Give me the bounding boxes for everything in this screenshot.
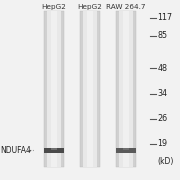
Text: HepG2: HepG2 — [78, 4, 102, 10]
Bar — [44, 11, 64, 167]
Text: 48: 48 — [158, 64, 168, 73]
Text: RAW 264.7: RAW 264.7 — [106, 4, 146, 10]
Bar — [116, 148, 136, 153]
Bar — [87, 11, 93, 167]
Bar — [116, 11, 136, 167]
Bar — [51, 11, 57, 167]
Text: 34: 34 — [158, 89, 168, 98]
Bar — [47, 11, 61, 167]
Bar — [123, 11, 129, 167]
Text: 85: 85 — [158, 31, 168, 40]
Bar — [51, 148, 57, 150]
Bar — [80, 11, 100, 167]
Text: NDUFA4: NDUFA4 — [0, 146, 31, 155]
Bar — [83, 11, 97, 167]
Text: 19: 19 — [158, 140, 168, 148]
Text: 26: 26 — [158, 114, 168, 123]
Text: (kD): (kD) — [158, 157, 174, 166]
Bar — [44, 148, 64, 153]
Text: HepG2: HepG2 — [42, 4, 66, 10]
Bar — [119, 11, 133, 167]
Bar — [123, 148, 129, 150]
Text: 117: 117 — [158, 14, 173, 22]
